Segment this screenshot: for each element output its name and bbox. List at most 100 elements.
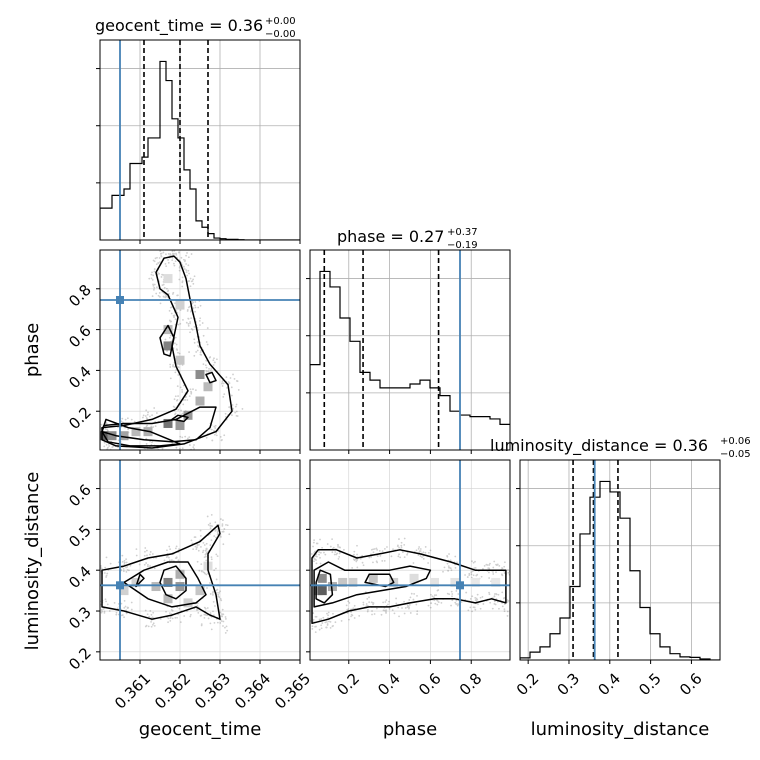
sample-point bbox=[501, 567, 503, 569]
sample-point bbox=[180, 256, 183, 259]
density-cell bbox=[163, 418, 173, 428]
sample-point bbox=[209, 622, 212, 625]
sample-point bbox=[305, 566, 307, 568]
sample-point bbox=[205, 614, 208, 617]
sample-point bbox=[388, 607, 391, 610]
sample-point bbox=[353, 617, 356, 619]
sample-point bbox=[219, 611, 222, 614]
sample-point bbox=[172, 291, 175, 294]
sample-point bbox=[105, 443, 108, 446]
sample-point bbox=[494, 603, 497, 606]
sample-point bbox=[155, 292, 158, 295]
sample-point bbox=[380, 613, 383, 616]
sample-point bbox=[176, 294, 179, 297]
sample-point bbox=[121, 560, 124, 563]
sample-point bbox=[122, 570, 125, 573]
sample-point bbox=[429, 606, 432, 609]
sample-point bbox=[472, 606, 475, 609]
sample-point bbox=[488, 591, 490, 594]
sample-point bbox=[234, 411, 237, 414]
sample-point bbox=[213, 535, 216, 537]
sample-point bbox=[181, 285, 184, 288]
sample-point bbox=[192, 301, 195, 304]
sample-point bbox=[146, 452, 148, 454]
sample-point bbox=[471, 610, 474, 613]
sample-point bbox=[123, 560, 126, 562]
sample-point bbox=[383, 547, 386, 550]
sample-point bbox=[200, 623, 203, 626]
sample-point bbox=[450, 590, 453, 593]
sample-point bbox=[398, 615, 400, 618]
sample-point bbox=[518, 569, 520, 571]
sample-point bbox=[321, 546, 324, 549]
sample-point bbox=[371, 601, 374, 604]
density-cell bbox=[131, 577, 141, 587]
sample-point bbox=[396, 545, 399, 548]
sample-point bbox=[506, 599, 509, 602]
panel-content bbox=[520, 460, 720, 660]
sample-point bbox=[133, 420, 136, 423]
sample-point bbox=[148, 615, 151, 618]
sample-point bbox=[221, 608, 224, 611]
sample-point bbox=[164, 338, 167, 341]
sample-point bbox=[159, 261, 161, 263]
x-tick-label: 0.8 bbox=[456, 670, 486, 700]
sample-point bbox=[171, 442, 174, 445]
sample-point bbox=[303, 625, 305, 627]
density-cell bbox=[409, 573, 419, 583]
sample-point bbox=[197, 306, 200, 309]
sample-point bbox=[512, 573, 514, 575]
sample-point bbox=[169, 548, 172, 551]
sample-point bbox=[222, 530, 225, 533]
sample-point bbox=[455, 603, 458, 605]
x-tick-label: 0.6 bbox=[415, 670, 445, 700]
panel-frame bbox=[99, 249, 301, 451]
sample-point bbox=[171, 250, 174, 253]
sample-point bbox=[100, 567, 103, 570]
sample-point bbox=[343, 548, 345, 551]
sample-point bbox=[167, 261, 170, 264]
sample-point bbox=[178, 447, 181, 450]
sample-point bbox=[209, 370, 212, 372]
sample-point bbox=[167, 289, 170, 292]
sample-point bbox=[488, 567, 491, 570]
sample-point bbox=[147, 451, 149, 453]
sample-point bbox=[152, 426, 155, 428]
sample-point bbox=[447, 570, 450, 572]
sample-point bbox=[196, 560, 199, 563]
sample-point bbox=[125, 609, 128, 612]
sample-point bbox=[225, 625, 228, 628]
sample-point bbox=[184, 259, 186, 262]
sample-point bbox=[474, 599, 477, 601]
sample-point bbox=[189, 310, 192, 313]
sample-point bbox=[215, 589, 218, 592]
sample-point bbox=[512, 595, 514, 597]
sample-point bbox=[502, 597, 505, 600]
sample-point bbox=[353, 604, 356, 607]
sample-point bbox=[430, 593, 432, 596]
sample-point bbox=[503, 561, 506, 564]
sample-point bbox=[373, 613, 376, 615]
sample-point bbox=[182, 384, 185, 387]
sample-point bbox=[370, 556, 373, 558]
sample-point bbox=[395, 597, 397, 600]
sample-point bbox=[95, 599, 97, 601]
sample-point bbox=[434, 602, 437, 605]
sample-point bbox=[443, 566, 446, 569]
title-geocent-time-upper: +0.00 bbox=[265, 16, 296, 27]
sample-point bbox=[176, 398, 179, 401]
sample-point bbox=[451, 593, 454, 595]
sample-point bbox=[98, 425, 100, 427]
sample-point bbox=[151, 623, 154, 626]
sample-point bbox=[421, 556, 423, 559]
sample-point bbox=[397, 544, 399, 547]
sample-point bbox=[397, 606, 400, 609]
sample-point bbox=[100, 423, 103, 426]
sample-point bbox=[503, 603, 506, 606]
sample-point bbox=[491, 607, 494, 610]
sample-point bbox=[178, 548, 180, 551]
sample-point bbox=[145, 443, 148, 445]
sample-point bbox=[217, 530, 219, 532]
sample-point bbox=[221, 519, 224, 522]
sample-point bbox=[151, 414, 153, 417]
